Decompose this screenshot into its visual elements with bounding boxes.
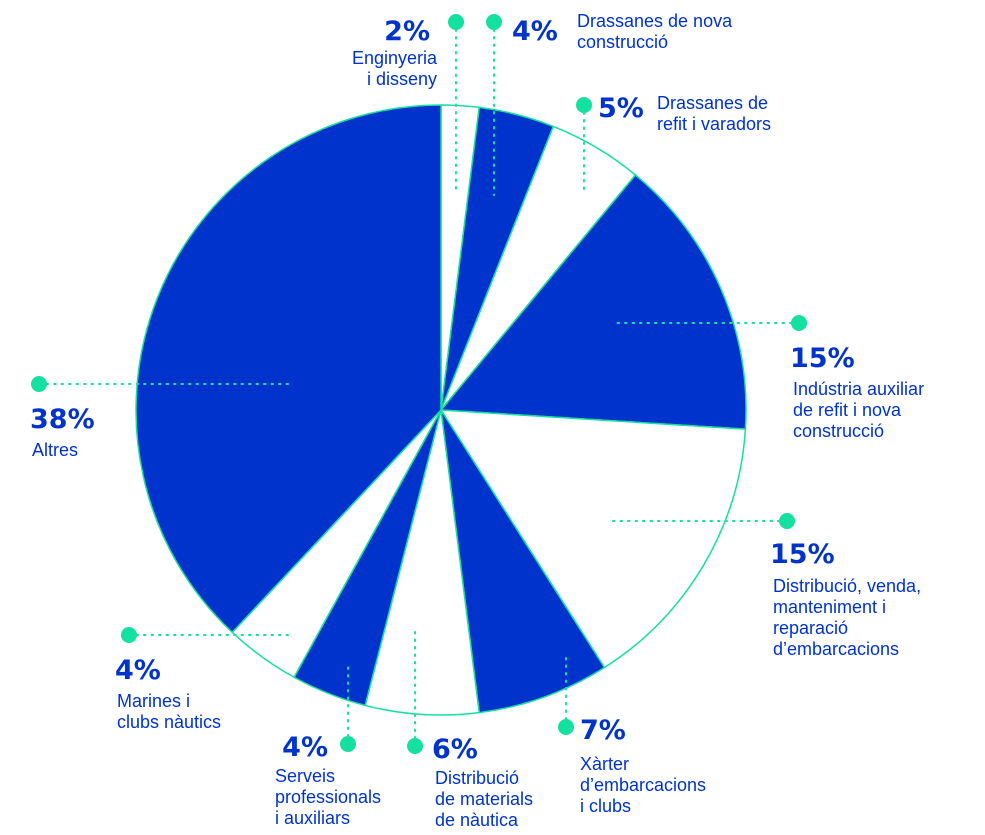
label-dot xyxy=(576,97,592,113)
leader-lines xyxy=(31,14,807,754)
slice-category-label: Enginyeria i disseny xyxy=(352,48,438,89)
slice-percent-label: 38% xyxy=(30,404,95,435)
pie-slice xyxy=(440,174,747,430)
slice-category-label: Distribució de materials de nàutica xyxy=(435,768,533,830)
label-dot xyxy=(486,14,502,30)
slice-percent-label: 2% xyxy=(384,16,430,47)
label-dot xyxy=(407,738,423,754)
slice-category-label: Xàrter d’embarcacions i clubs xyxy=(580,754,706,816)
slice-percent-label: 4% xyxy=(115,655,161,686)
slice-category-label: Indústria auxiliar de refit i nova constru… xyxy=(793,379,924,441)
label-dot xyxy=(791,315,807,331)
slice-category-label: Altres xyxy=(32,440,78,460)
slice-labels: 2%Enginyeria i disseny 4% Drassanes de nova… xyxy=(30,11,924,830)
pie-slice xyxy=(135,104,442,634)
slice-percent-label: 7% xyxy=(580,715,626,746)
slice-percent-label: 4% xyxy=(282,732,328,763)
label-dot xyxy=(558,719,574,735)
label-dot xyxy=(779,513,795,529)
slice-category-label: Distribució, venda, manteniment i reparaci… xyxy=(773,576,921,659)
pie-slices xyxy=(135,104,747,716)
pie-slice xyxy=(440,409,747,669)
label-dot xyxy=(31,376,47,392)
label-dot xyxy=(340,736,356,752)
slice-category-label: Drassanes de nova construcció xyxy=(577,11,733,52)
slice-category-label: Drassanes de refit i varadors xyxy=(657,93,771,134)
slice-percent-label: 4% xyxy=(512,16,558,47)
slice-percent-label: 15% xyxy=(790,343,855,374)
slice-percent-label: 15% xyxy=(770,539,835,570)
slice-category-label: Marines i clubs nàutics xyxy=(117,691,221,732)
pie-slice xyxy=(440,409,606,714)
slice-category-label: Serveis professionals i auxiliars xyxy=(275,766,381,828)
label-dot xyxy=(448,14,464,30)
slice-percent-label: 6% xyxy=(432,734,478,765)
slice-percent-label: 5% xyxy=(598,93,644,124)
label-dot xyxy=(121,627,137,643)
